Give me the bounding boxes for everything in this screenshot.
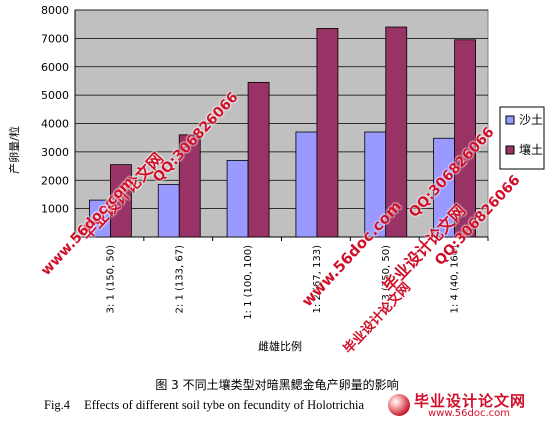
legend-swatch-sand (505, 115, 515, 125)
bar-sand (295, 131, 318, 238)
x-tick-label: 3: 1 (150, 50) (105, 245, 116, 314)
logo-title: 毕业设计论文网 (414, 392, 527, 410)
globe-icon (388, 394, 410, 416)
y-tick-label: 6000 (41, 61, 69, 74)
site-logo: 毕业设计论文网 www.56doc.com (388, 390, 548, 420)
figure-caption-english: Fig.4 Effects of different soil tybe on f… (44, 398, 364, 413)
bar-sand (157, 184, 180, 238)
bar-loam (385, 26, 408, 238)
y-tick-label: 1000 (41, 203, 69, 216)
bar-loam (247, 81, 270, 238)
figure-caption-text: Effects of different soil tybe on fecund… (84, 398, 365, 412)
y-tick-label: 3000 (41, 146, 69, 159)
legend-swatch-loam (505, 145, 515, 155)
legend: 沙土 壤土 (499, 106, 545, 170)
bar-loam (454, 39, 476, 238)
y-tick-label: 2000 (41, 174, 69, 187)
bar-loam (110, 164, 132, 238)
legend-label-loam: 壤土 (519, 142, 543, 157)
bar-sand (226, 159, 249, 238)
y-tick-label: 8000 (41, 4, 69, 17)
logo-url: www.56doc.com (428, 408, 511, 419)
figure-caption-chinese: 图 3 不同土壤类型对暗黑鳃金龟产卵量的影响 (155, 378, 399, 392)
x-tick-label: 1: 2 (67, 133) (312, 245, 323, 314)
y-tick-label: 5000 (41, 89, 69, 102)
legend-label-sand: 沙土 (519, 113, 543, 127)
x-tick-label: 1: 1 (100, 100) (243, 245, 254, 320)
bar-loam (316, 28, 339, 238)
y-tick-label: 7000 (41, 32, 69, 45)
figure-number: Fig.4 (44, 398, 71, 412)
x-tick-label: 1: 3 (150, 50) (381, 245, 392, 314)
x-tick-label: 1: 4 (40, 160) (450, 245, 461, 314)
x-axis-title: 雌雄比例 (258, 339, 302, 353)
bar-loam (178, 134, 201, 238)
y-tick-label: 4000 (41, 118, 69, 131)
y-axis-title: 产卵量/粒 (7, 126, 21, 174)
x-tick-label: 2: 1 (133, 67) (174, 245, 185, 314)
